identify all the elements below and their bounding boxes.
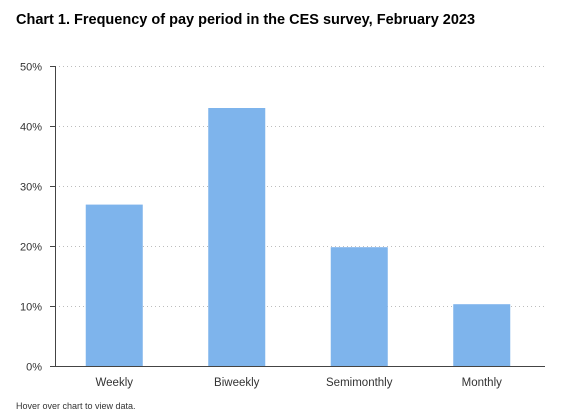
y-tick-label: 20% (20, 242, 42, 254)
bar-monthly[interactable]: Monthly: 10.3% (453, 304, 511, 366)
axis-labels: 0% 10% 20% 30% 40% 50% Weekly Biweekly Semimonth… (20, 62, 502, 390)
x-category-label: Monthly (462, 377, 503, 389)
x-category-label: Weekly (96, 377, 134, 389)
bar-biweekly[interactable]: Biweekly: 43% (208, 108, 266, 366)
x-category-label: Biweekly (214, 377, 260, 389)
y-tick-label: 40% (20, 122, 42, 134)
y-tick-label: 10% (20, 302, 42, 314)
bars[interactable]: Weekly: 26.9% Biweekly: 43% Semimonthly: 1… (85, 108, 511, 366)
axes (50, 66, 545, 367)
y-tick-label: 30% (20, 182, 42, 194)
chart-title: Chart 1. Frequency of pay period in the … (16, 12, 476, 28)
bar-weekly[interactable]: Weekly: 26.9% (85, 204, 143, 366)
y-tick-label: 0% (26, 362, 42, 374)
x-category-label: Semimonthly (326, 377, 393, 389)
y-tick-label: 50% (20, 62, 42, 74)
hover-hint: Hover over chart to view data. (16, 401, 136, 411)
bar-semimonthly[interactable]: Semimonthly: 19.8% (330, 247, 388, 366)
